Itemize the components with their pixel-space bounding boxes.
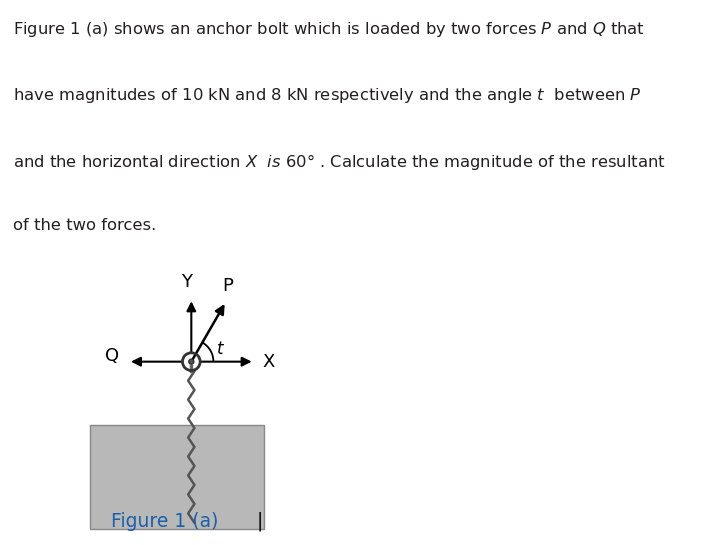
Text: Figure 1 (a) shows an anchor bolt which is loaded by two forces $P$ and $Q$ that: Figure 1 (a) shows an anchor bolt which … <box>13 20 645 39</box>
Text: P: P <box>222 277 233 295</box>
Text: Q: Q <box>105 347 119 365</box>
Text: Y: Y <box>181 272 192 290</box>
Text: have magnitudes of 10 kN and 8 kN respectively and the angle $t$  between $P$: have magnitudes of 10 kN and 8 kN respec… <box>13 86 642 105</box>
Text: and the horizontal direction $X$  $\mathit{is}$ 60$\degree$ . Calculate the magn: and the horizontal direction $X$ $\mathi… <box>13 152 666 172</box>
Text: X: X <box>262 353 275 371</box>
Text: |: | <box>257 511 263 531</box>
Text: of the two forces.: of the two forces. <box>13 218 156 233</box>
Circle shape <box>188 359 193 364</box>
Text: t: t <box>217 340 223 358</box>
Text: Figure 1 (a): Figure 1 (a) <box>111 512 218 530</box>
Bar <box>90 425 264 529</box>
